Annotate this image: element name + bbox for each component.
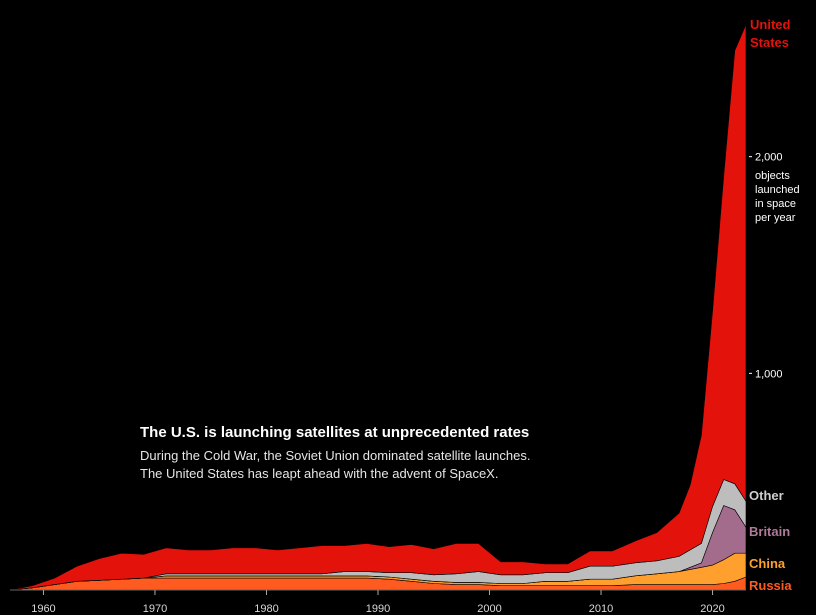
- y-unit-line: launched: [755, 184, 800, 196]
- x-tick-label: 2000: [477, 603, 501, 615]
- y-tick-label: 1,000: [755, 368, 783, 380]
- series-areas: [9, 24, 747, 591]
- area-united-states: [9, 24, 747, 591]
- annotation-body-line: During the Cold War, the Soviet Union do…: [140, 448, 531, 463]
- x-tick-label: 1970: [143, 603, 167, 615]
- y-axis: 1,000 2,000: [749, 152, 783, 380]
- y-unit-line: per year: [755, 212, 796, 224]
- x-axis: 1960 1970 1980 1990 2000 2010 2020: [31, 590, 725, 615]
- annotation-title: The U.S. is launching satellites at unpr…: [140, 424, 530, 441]
- x-tick-label: 2010: [589, 603, 613, 615]
- x-tick-label: 1990: [366, 603, 390, 615]
- series-label-china: China: [749, 556, 786, 571]
- series-labels: United States Other Britain China Russia: [749, 17, 792, 593]
- x-tick-label: 1980: [254, 603, 278, 615]
- x-tick-label: 2020: [700, 603, 724, 615]
- series-label-united-states: United: [750, 17, 791, 32]
- y-tick-label: 2,000: [755, 152, 783, 164]
- chart-annotation: The U.S. is launching satellites at unpr…: [140, 424, 600, 483]
- y-unit-line: objects: [755, 170, 790, 182]
- series-label-britain: Britain: [749, 524, 790, 539]
- series-label-other: Other: [749, 488, 784, 503]
- series-label-united-states: States: [750, 35, 789, 50]
- y-unit-label: objects launched in space per year: [755, 170, 800, 224]
- series-label-russia: Russia: [749, 578, 792, 593]
- x-tick-label: 1960: [31, 603, 55, 615]
- y-unit-line: in space: [755, 198, 796, 210]
- annotation-body-line: The United States has leapt ahead with t…: [140, 466, 499, 481]
